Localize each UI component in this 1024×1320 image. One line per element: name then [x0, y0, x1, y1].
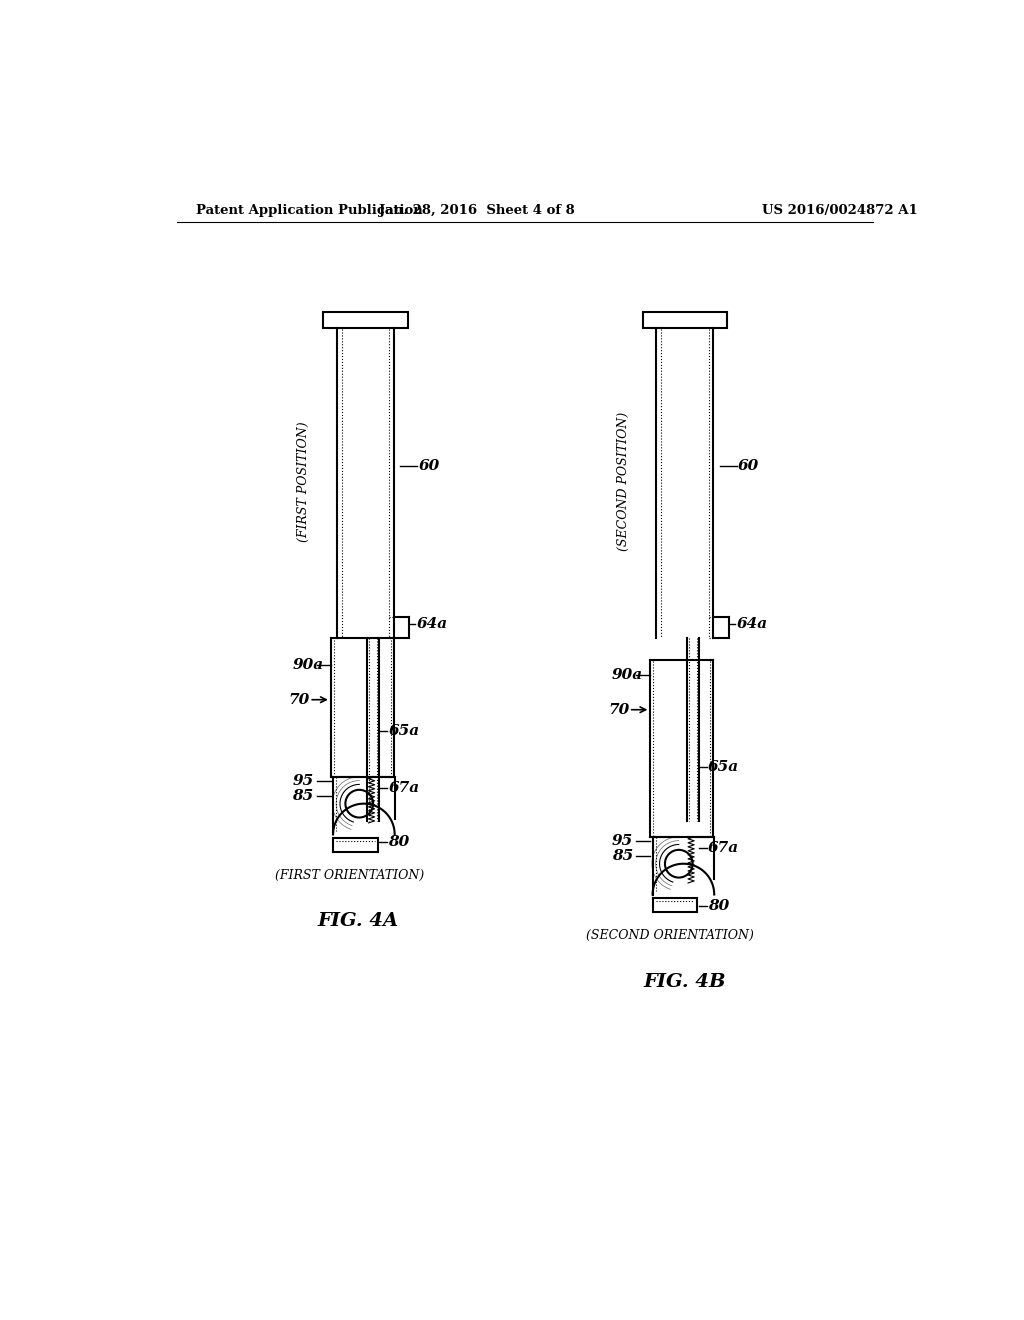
Text: US 2016/0024872 A1: US 2016/0024872 A1: [762, 205, 918, 218]
Text: 65a: 65a: [708, 760, 739, 775]
Text: (SECOND POSITION): (SECOND POSITION): [616, 412, 630, 552]
Text: FIG. 4A: FIG. 4A: [317, 912, 398, 931]
Text: 65a: 65a: [388, 723, 420, 738]
Text: 95: 95: [292, 774, 313, 788]
Bar: [643, 313, 727, 327]
Text: 64a: 64a: [417, 618, 449, 631]
Text: 64a: 64a: [736, 618, 768, 631]
Bar: [323, 313, 408, 327]
Text: 85: 85: [292, 789, 313, 803]
Text: 70: 70: [289, 693, 309, 706]
Text: Jan. 28, 2016  Sheet 4 of 8: Jan. 28, 2016 Sheet 4 of 8: [379, 205, 574, 218]
Text: 67a: 67a: [708, 841, 739, 855]
Circle shape: [345, 789, 373, 817]
Text: FIG. 4B: FIG. 4B: [644, 973, 726, 990]
Text: 80: 80: [388, 836, 410, 849]
Text: (FIRST ORIENTATION): (FIRST ORIENTATION): [275, 869, 425, 882]
Text: 85: 85: [611, 849, 633, 863]
Text: 70: 70: [608, 702, 629, 717]
Text: 67a: 67a: [388, 781, 420, 795]
Text: (SECOND ORIENTATION): (SECOND ORIENTATION): [586, 929, 754, 942]
Text: 60: 60: [419, 459, 439, 474]
Text: 80: 80: [708, 899, 729, 913]
Text: 60: 60: [738, 459, 760, 474]
Circle shape: [665, 850, 692, 878]
Text: 95: 95: [611, 834, 633, 847]
Text: Patent Application Publication: Patent Application Publication: [196, 205, 423, 218]
Text: 90a: 90a: [292, 659, 324, 672]
Text: 90a: 90a: [611, 668, 643, 682]
Text: (FIRST POSITION): (FIRST POSITION): [297, 421, 310, 543]
